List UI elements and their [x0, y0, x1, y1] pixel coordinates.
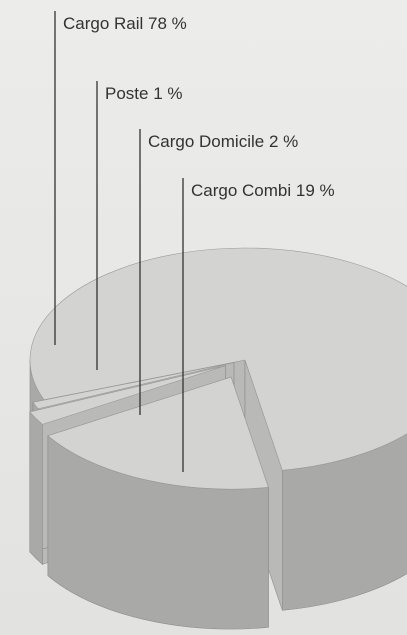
- slice-top: [32, 362, 234, 410]
- slice-top: [29, 365, 226, 425]
- category-name: Poste: [105, 84, 148, 103]
- slice: [47, 376, 269, 630]
- value-label: 78 %: [148, 14, 187, 33]
- slice-side: [282, 433, 407, 611]
- category-name: Cargo Domicile: [148, 132, 264, 151]
- value-label: 2 %: [269, 132, 298, 151]
- value-label: 1 %: [153, 84, 182, 103]
- value-label: 19 %: [296, 181, 335, 200]
- slice-label: Cargo Combi 19 %: [191, 181, 335, 200]
- slice-top: [47, 376, 269, 490]
- category-name: Cargo Combi: [191, 181, 291, 200]
- pie: [29, 247, 407, 630]
- slice-label: Cargo Domicile 2 %: [148, 132, 298, 151]
- slice-side: [29, 411, 43, 566]
- slice-label: Poste 1 %: [105, 84, 183, 103]
- slice-top: [29, 247, 407, 471]
- slice-label: Cargo Rail 78 %: [63, 14, 187, 33]
- labels: Cargo Rail 78 % Poste 1 % Cargo Domicile 2…: [54, 11, 335, 472]
- category-name: Cargo Rail: [63, 14, 143, 33]
